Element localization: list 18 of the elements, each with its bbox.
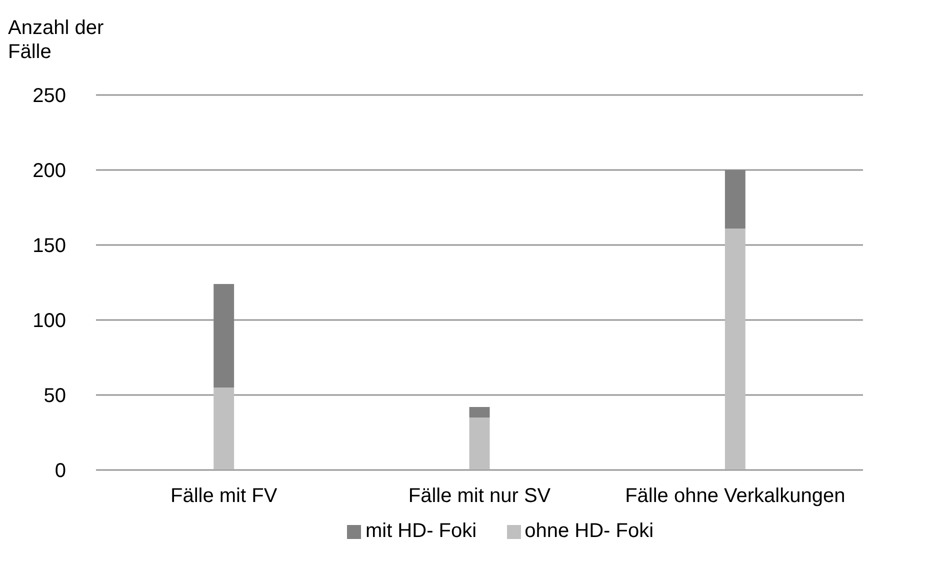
bar (469, 418, 490, 470)
bar (469, 407, 490, 418)
y-tick-label: 200 (32, 160, 66, 182)
bar (724, 170, 746, 228)
x-tick-label: Fälle mit nur SV (408, 485, 552, 508)
y-tick-label: 0 (54, 460, 66, 482)
bar (214, 388, 234, 470)
legend-label: mit HD- Foki (365, 520, 477, 542)
bar (214, 284, 234, 388)
legend-label: ohne HD- Foki (524, 520, 654, 542)
x-tick-label: Fälle ohne Verkalkungen (625, 485, 846, 508)
y-tick-label: 250 (32, 85, 66, 108)
bar (724, 228, 746, 470)
x-tick-label: Fälle mit FV (170, 485, 278, 508)
y-axis-title: Anzahl der Fälle (8, 16, 105, 64)
y-tick-label: 100 (32, 310, 66, 332)
y-tick-label: 150 (32, 235, 66, 258)
y-tick-label: 50 (44, 385, 66, 408)
